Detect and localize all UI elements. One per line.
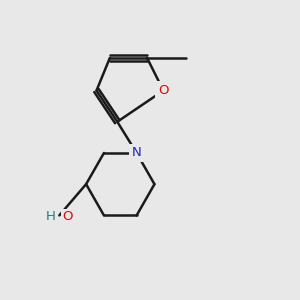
Text: N: N [132,146,142,160]
Text: H: H [46,210,56,224]
Text: O: O [158,84,169,97]
Text: O: O [62,210,73,224]
